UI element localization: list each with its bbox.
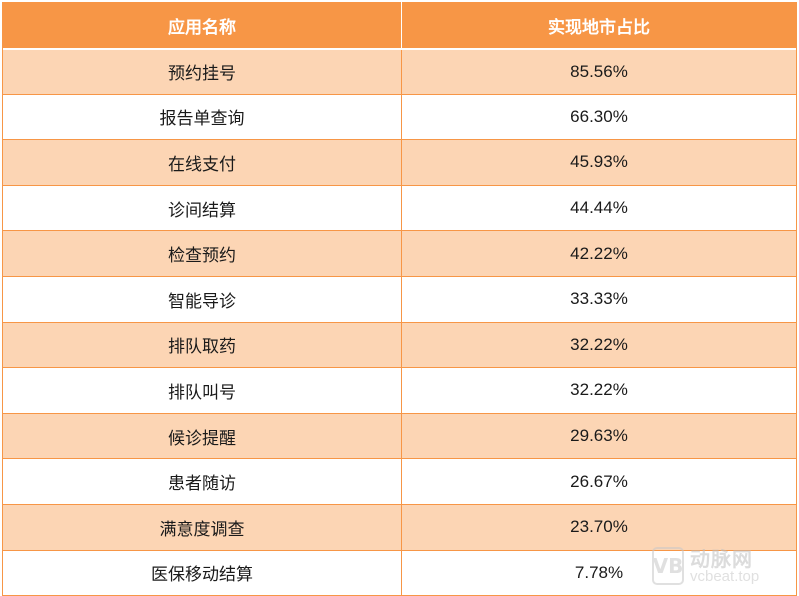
table-row: 报告单查询 66.30% <box>3 93 796 140</box>
watermark-cn: 动脉网 <box>690 546 753 571</box>
table-row: 满意度调查 23.70% <box>3 503 796 550</box>
app-name-cell: 智能导诊 <box>3 276 402 322</box>
ratio-cell: 66.30% <box>570 106 628 126</box>
vcbeat-logo-icon: VB <box>652 547 684 585</box>
ratio-cell: 85.56% <box>570 61 628 81</box>
app-name-cell: 医保移动结算 <box>3 550 402 596</box>
vcbeat-watermark: VB 动脉网 vcbeat.top <box>652 545 792 587</box>
table-row: 患者随访 26.67% <box>3 458 796 504</box>
table-row: 排队取药 32.22% <box>3 321 796 368</box>
ratio-cell: 26.67% <box>570 471 628 491</box>
header-app-name: 应用名称 <box>3 2 402 48</box>
table-row: 预约挂号 85.56% <box>3 48 796 94</box>
app-name-cell: 报告单查询 <box>3 94 402 140</box>
table-row: 候诊提醒 29.63% <box>3 412 796 459</box>
app-name-cell: 排队取药 <box>3 322 402 368</box>
table-row: 医保移动结算 7.78% <box>3 549 796 596</box>
header-city-ratio: 实现地市占比 <box>548 17 650 38</box>
ratio-cell: 32.22% <box>570 334 628 354</box>
ratio-cell: 7.78% <box>574 562 624 582</box>
ratio-cell: 44.44% <box>570 198 628 218</box>
ratio-cell: 32.22% <box>570 380 628 400</box>
table-header-row: 应用名称 实现地市占比 <box>3 2 796 48</box>
table-row: 智能导诊 33.33% <box>3 275 796 322</box>
ratio-cell: 23.70% <box>570 517 628 537</box>
watermark-text: 动脉网 vcbeat.top <box>690 549 759 584</box>
table-row: 排队叫号 32.22% <box>3 367 796 413</box>
app-name-cell: 在线支付 <box>3 140 402 185</box>
app-name-cell: 检查预约 <box>3 231 402 276</box>
app-name-cell: 患者随访 <box>3 459 402 504</box>
ratio-cell: 29.63% <box>570 426 628 446</box>
table-row: 诊间结算 44.44% <box>3 184 796 231</box>
ratio-cell: 42.22% <box>570 243 628 263</box>
ratio-cell: 33.33% <box>570 289 628 309</box>
table-row: 在线支付 45.93% <box>3 139 796 185</box>
watermark-en: vcbeat.top <box>690 567 760 585</box>
app-name-cell: 满意度调查 <box>3 504 402 550</box>
app-name-cell: 预约挂号 <box>3 50 402 94</box>
app-name-cell: 候诊提醒 <box>3 413 402 459</box>
ratio-cell: 45.93% <box>570 152 628 172</box>
app-name-cell: 诊间结算 <box>3 185 402 231</box>
app-name-cell: 排队叫号 <box>3 368 402 413</box>
table-row: 检查预约 42.22% <box>3 230 796 276</box>
